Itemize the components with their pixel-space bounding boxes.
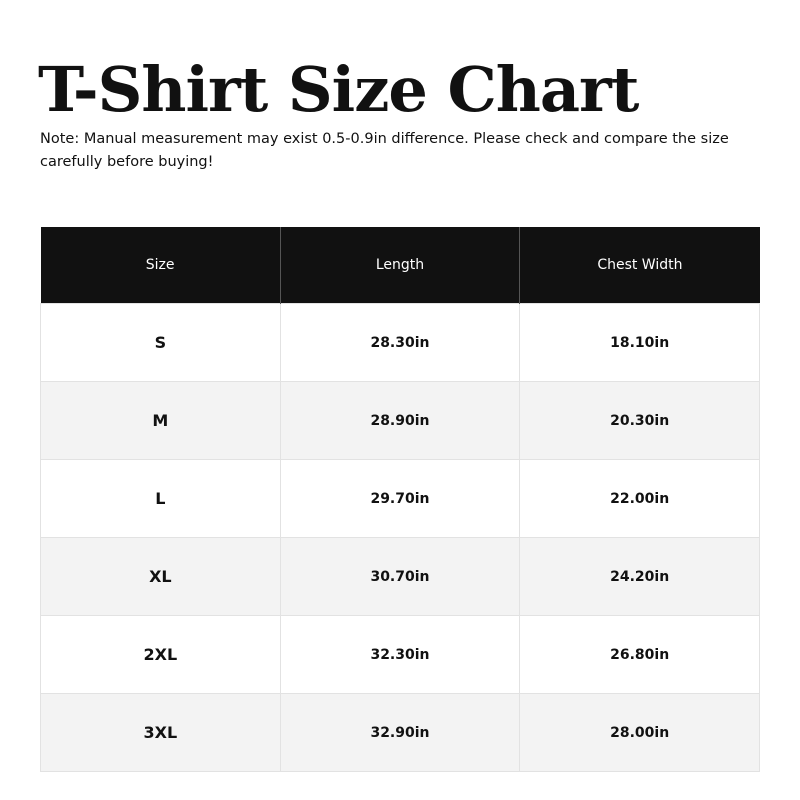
cell-chest-width: 26.80in <box>519 615 760 694</box>
cell-length: 28.30in <box>279 303 521 382</box>
cell-chest-width: 18.10in <box>519 303 760 382</box>
header-chest-width: Chest Width <box>519 227 760 304</box>
table-row: 3XL 32.90in 28.00in <box>40 693 760 772</box>
cell-size: XL <box>40 537 281 616</box>
cell-size: L <box>40 459 281 538</box>
cell-length: 30.70in <box>279 537 521 616</box>
cell-chest-width: 22.00in <box>519 459 760 538</box>
header-size: Size <box>40 227 281 304</box>
cell-size: 3XL <box>40 693 281 772</box>
table-header-row: Size Length Chest Width <box>40 227 760 304</box>
cell-length: 32.90in <box>279 693 521 772</box>
table-row: XL 30.70in 24.20in <box>40 537 760 616</box>
table-row: L 29.70in 22.00in <box>40 459 760 538</box>
page-title: T-Shirt Size Chart <box>38 53 639 126</box>
size-chart-table: Size Length Chest Width S 28.30in 18.10i… <box>40 227 760 772</box>
table-row: S 28.30in 18.10in <box>40 303 760 382</box>
table-row: M 28.90in 20.30in <box>40 381 760 460</box>
cell-size: S <box>40 303 281 382</box>
table-row: 2XL 32.30in 26.80in <box>40 615 760 694</box>
header-length: Length <box>279 227 520 304</box>
cell-size: M <box>40 381 281 460</box>
cell-size: 2XL <box>40 615 281 694</box>
cell-length: 28.90in <box>279 381 521 460</box>
cell-chest-width: 24.20in <box>519 537 760 616</box>
cell-chest-width: 20.30in <box>519 381 760 460</box>
measurement-note: Note: Manual measurement may exist 0.5-0… <box>40 131 729 170</box>
cell-chest-width: 28.00in <box>519 693 760 772</box>
cell-length: 29.70in <box>279 459 521 538</box>
cell-length: 32.30in <box>279 615 521 694</box>
